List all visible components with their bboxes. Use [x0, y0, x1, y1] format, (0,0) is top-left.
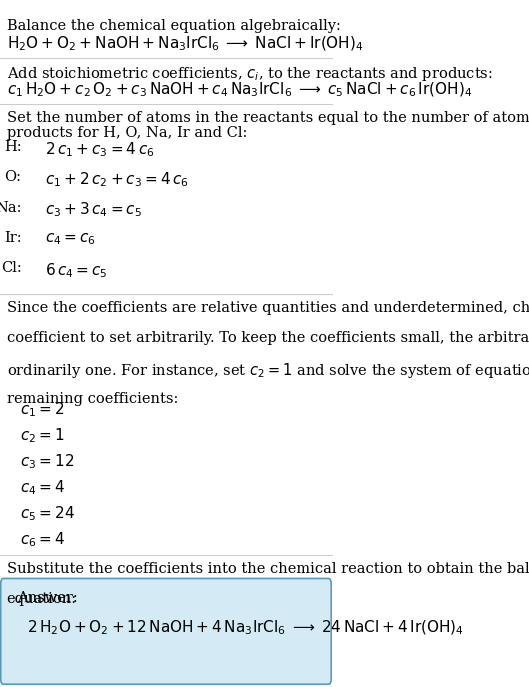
Text: products for H, O, Na, Ir and Cl:: products for H, O, Na, Ir and Cl: — [7, 126, 247, 140]
Text: $c_4 = c_6$: $c_4 = c_6$ — [45, 231, 96, 247]
Text: $c_4 = 4$: $c_4 = 4$ — [20, 478, 65, 497]
Text: $c_1 = 2$: $c_1 = 2$ — [20, 400, 65, 418]
Text: Na:: Na: — [0, 201, 22, 214]
Text: $c_1\,\mathrm{H_2O} + c_2\,\mathrm{O_2} + c_3\,\mathrm{NaOH} + c_4\,\mathrm{Na_3: $c_1\,\mathrm{H_2O} + c_2\,\mathrm{O_2} … — [7, 81, 472, 100]
Text: Cl:: Cl: — [1, 261, 22, 275]
Text: $c_3 + 3\,c_4 = c_5$: $c_3 + 3\,c_4 = c_5$ — [45, 201, 142, 219]
Text: $c_1 + 2\,c_2 + c_3 = 4\,c_6$: $c_1 + 2\,c_2 + c_3 = 4\,c_6$ — [45, 170, 189, 189]
Text: Set the number of atoms in the reactants equal to the number of atoms in the: Set the number of atoms in the reactants… — [7, 111, 529, 125]
Text: remaining coefficients:: remaining coefficients: — [7, 392, 178, 405]
Text: Ir:: Ir: — [4, 231, 22, 245]
Text: Since the coefficients are relative quantities and underdetermined, choose a: Since the coefficients are relative quan… — [7, 301, 529, 315]
Text: H:: H: — [4, 140, 22, 154]
Text: equation:: equation: — [7, 592, 77, 606]
Text: $c_2 = 1$: $c_2 = 1$ — [20, 426, 65, 444]
Text: $c_6 = 4$: $c_6 = 4$ — [20, 530, 65, 549]
Text: Substitute the coefficients into the chemical reaction to obtain the balanced: Substitute the coefficients into the che… — [7, 562, 529, 576]
Text: $c_3 = 12$: $c_3 = 12$ — [20, 452, 74, 471]
Text: Answer:: Answer: — [16, 591, 77, 605]
Text: $2\,\mathrm{H_2O} + \mathrm{O_2} + 12\,\mathrm{NaOH} + 4\,\mathrm{Na_3IrCl_6} \;: $2\,\mathrm{H_2O} + \mathrm{O_2} + 12\,\… — [26, 618, 463, 637]
Text: $2\,c_1 + c_3 = 4\,c_6$: $2\,c_1 + c_3 = 4\,c_6$ — [45, 140, 154, 159]
Text: $\mathrm{H_2O + O_2 + NaOH + Na_3IrCl_6 \;\longrightarrow\; NaCl + Ir(OH)_4}$: $\mathrm{H_2O + O_2 + NaOH + Na_3IrCl_6 … — [7, 34, 363, 53]
Text: O:: O: — [5, 170, 22, 184]
FancyBboxPatch shape — [1, 578, 331, 684]
Text: $6\,c_4 = c_5$: $6\,c_4 = c_5$ — [45, 261, 107, 280]
Text: Add stoichiometric coefficients, $c_i$, to the reactants and products:: Add stoichiometric coefficients, $c_i$, … — [7, 65, 492, 82]
Text: Balance the chemical equation algebraically:: Balance the chemical equation algebraica… — [7, 19, 341, 33]
Text: ordinarily one. For instance, set $c_2 = 1$ and solve the system of equations fo: ordinarily one. For instance, set $c_2 =… — [7, 361, 529, 381]
Text: $c_5 = 24$: $c_5 = 24$ — [20, 504, 75, 523]
Text: coefficient to set arbitrarily. To keep the coefficients small, the arbitrary va: coefficient to set arbitrarily. To keep … — [7, 331, 529, 345]
